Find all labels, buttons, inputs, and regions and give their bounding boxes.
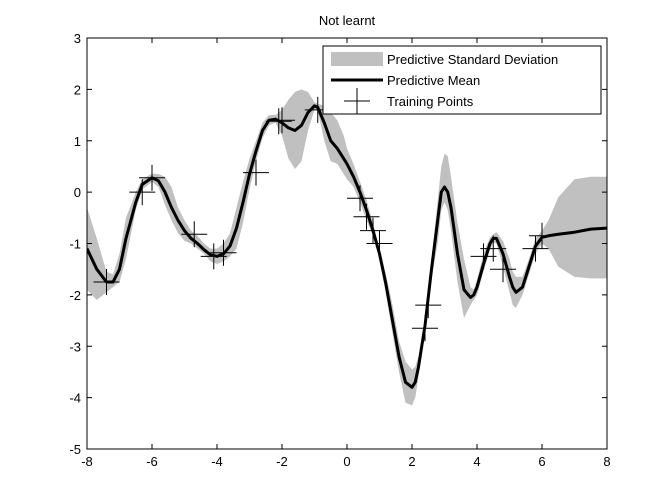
- legend-label: Predictive Standard Deviation: [387, 52, 558, 67]
- training-point: [366, 230, 393, 257]
- x-tick-label: 6: [538, 454, 545, 469]
- training-point: [200, 243, 227, 270]
- training-point: [480, 235, 507, 262]
- y-tick-label: -5: [69, 442, 81, 457]
- y-tick-label: -2: [69, 288, 81, 303]
- legend: Predictive Standard Deviation Predictive …: [322, 45, 602, 115]
- y-tick-label: -1: [69, 237, 81, 252]
- legend-label: Predictive Mean: [387, 73, 480, 88]
- legend-swatch-band: [331, 52, 383, 66]
- x-tick-label: -2: [276, 454, 288, 469]
- training-point: [210, 239, 237, 266]
- training-point: [265, 108, 292, 135]
- x-tick-label: -6: [146, 454, 158, 469]
- training-point: [522, 235, 549, 262]
- training-point: [139, 164, 165, 191]
- x-tick-label: -4: [211, 454, 223, 469]
- x-tick-label: -8: [81, 454, 93, 469]
- legend-swatch-marker: [344, 88, 370, 114]
- training-point: [269, 107, 295, 134]
- y-tick-label: 3: [74, 31, 81, 46]
- y-tick-label: -4: [69, 391, 81, 406]
- training-point: [347, 185, 373, 212]
- training-point: [529, 222, 555, 249]
- axis-ticks: -8 -6 -4 -2 0 2 4 6 8 -5 -4 -3 -2 -1 0 1 2 3: [69, 31, 610, 469]
- training-point: [93, 269, 120, 296]
- y-tick-label: 0: [74, 185, 81, 200]
- training-point: [353, 203, 380, 230]
- chart-title: Not learnt: [319, 13, 376, 28]
- training-point: [243, 159, 269, 186]
- legend-label: Training Points: [387, 94, 474, 109]
- training-point: [412, 315, 438, 342]
- y-tick-label: 1: [74, 134, 81, 149]
- training-point: [470, 243, 497, 270]
- std-band: [87, 89, 607, 406]
- x-tick-label: 2: [408, 454, 415, 469]
- x-tick-label: 8: [603, 454, 610, 469]
- training-point: [129, 179, 156, 206]
- y-tick-label: -3: [69, 339, 81, 354]
- training-point: [181, 221, 208, 248]
- training-point: [490, 256, 516, 283]
- y-tick-label: 2: [74, 82, 81, 97]
- training-point: [415, 292, 442, 319]
- mean-line: [87, 104, 607, 389]
- training-point: [360, 217, 386, 244]
- plot-area: [87, 89, 607, 406]
- x-tick-label: 4: [473, 454, 480, 469]
- x-tick-label: 0: [343, 454, 350, 469]
